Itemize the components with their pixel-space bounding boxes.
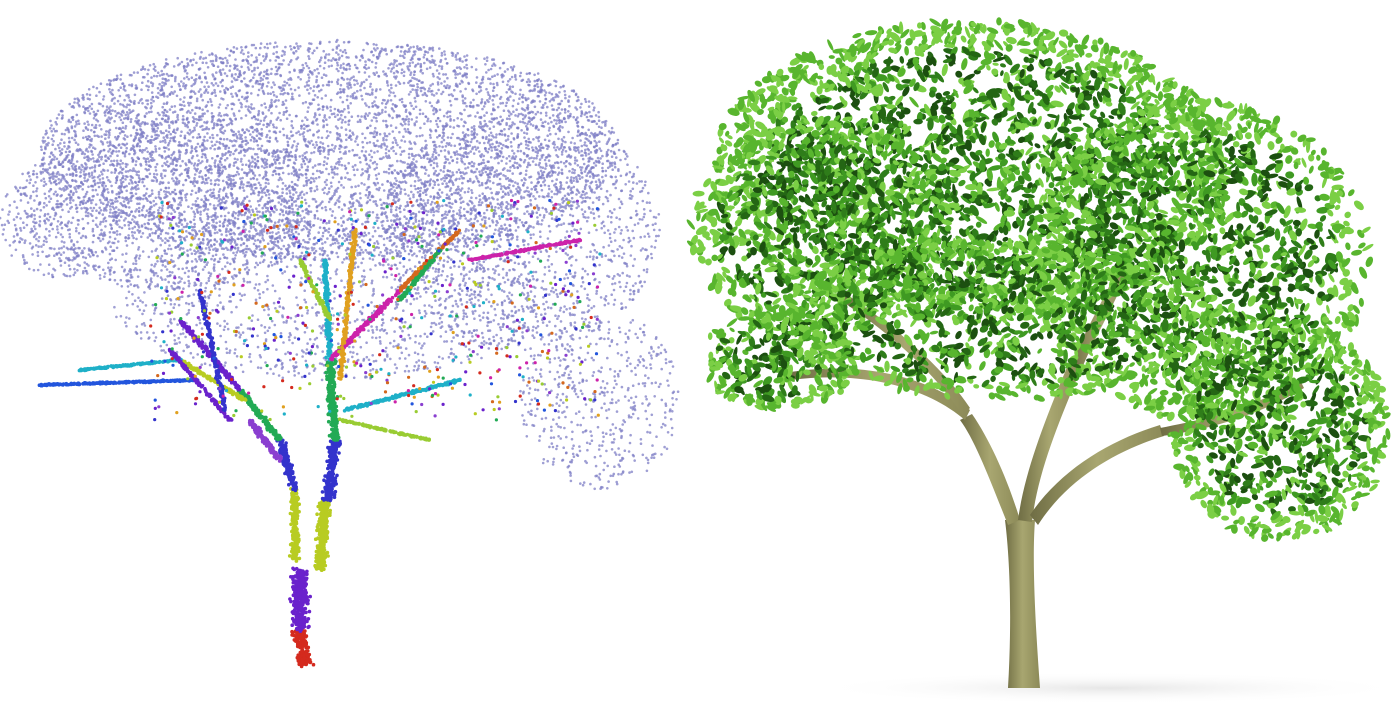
tree-foliage bbox=[686, 17, 1391, 542]
rendered-tree-image bbox=[686, 17, 1395, 704]
branch-points bbox=[37, 198, 602, 669]
ground-shadow bbox=[810, 672, 1395, 704]
pointcloud-tree-panel bbox=[0, 38, 680, 669]
rendered-tree-panel bbox=[640, 0, 1395, 720]
pointcloud-tree-image bbox=[0, 38, 680, 669]
foliage-points bbox=[0, 38, 680, 491]
